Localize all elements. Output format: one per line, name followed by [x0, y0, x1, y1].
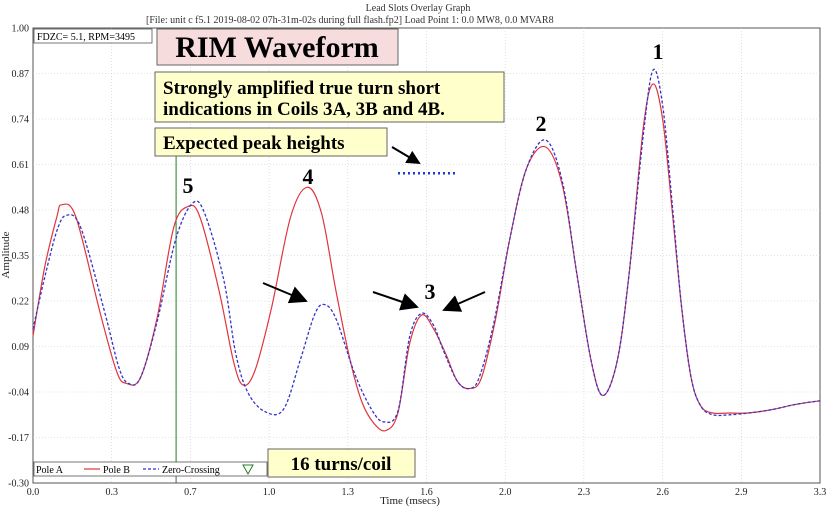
x-tick-label: 2.9: [735, 487, 748, 498]
legend-pole-a-label: Pole A: [36, 465, 64, 476]
y-tick-label: -0.30: [8, 479, 29, 490]
legend: Pole A Pole B Zero-Crossing: [33, 461, 268, 477]
y-tick-label: 1.00: [12, 24, 30, 35]
peak-label-3: 3: [425, 279, 436, 304]
x-axis-ticks: 0.0 0.3 0.7 1.0 1.3 1.6 2.0 2.3 2.6 2.9 3.3: [27, 487, 827, 498]
waveform-title: RIM Waveform: [175, 31, 379, 64]
x-tick-label: 1.0: [263, 487, 276, 498]
x-axis-label: Time (msecs): [380, 495, 440, 507]
note-line-2: indications in Coils 3A, 3B and 4B.: [163, 99, 445, 120]
expected-arrow: [391, 146, 421, 165]
peak-label-5: 5: [183, 173, 194, 198]
turns-box: [267, 448, 416, 478]
y-tick-label: 0.48: [12, 206, 30, 217]
file-info: [File: unit c f5.1 2019-08-02 07h-31m-02…: [146, 15, 554, 26]
pole-a-line: [32, 68, 821, 423]
y-tick-label: 0.35: [12, 251, 30, 262]
info-box: [33, 28, 153, 44]
arrow-peak-3-left: [372, 291, 419, 311]
y-tick-label: 0.09: [12, 342, 30, 353]
note-line-1: Strongly amplified true turn short: [163, 78, 441, 99]
x-tick-label: 3.3: [814, 487, 827, 498]
expected-box: [154, 127, 388, 157]
expected-label: Expected peak heights: [163, 133, 345, 154]
x-tick-label: 2.3: [578, 487, 591, 498]
x-tick-label: 2.0: [499, 487, 512, 498]
x-tick-label: 1.6: [420, 487, 433, 498]
note-box: [154, 71, 505, 123]
peak-label-2: 2: [536, 111, 547, 136]
turns-label: 16 turns/coil: [291, 454, 392, 475]
title-box: [156, 28, 399, 66]
arrow-peak-3-right: [442, 291, 486, 312]
x-tick-label: 1.3: [342, 487, 355, 498]
x-tick-label: 0.7: [184, 487, 197, 498]
peak-label-1: 1: [653, 39, 664, 64]
x-tick-label: 0.0: [27, 487, 40, 498]
arrow-peak-4: [262, 282, 308, 304]
y-tick-label: 0.61: [12, 160, 30, 171]
info-box-text: FDZC= 5.1, RPM=3495: [37, 32, 135, 43]
y-tick-label: 0.22: [12, 297, 30, 308]
peak-label-4: 4: [303, 164, 314, 189]
y-tick-label: -0.17: [8, 433, 29, 444]
legend-triangle-icon: [242, 464, 254, 476]
y-axis-label: Amplitude: [0, 231, 12, 278]
y-tick-label: 0.87: [12, 69, 30, 80]
legend-zero-crossing-label: Zero-Crossing: [162, 465, 220, 476]
legend-pole-b-label: Pole B: [103, 465, 130, 476]
pole-b-line: [32, 83, 821, 432]
graph-title: Lead Slots Overlay Graph: [366, 3, 471, 14]
x-tick-label: 0.3: [105, 487, 118, 498]
y-axis-ticks: 1.00 0.87 0.74 0.61 0.48 0.35 0.22 0.09 -0.04 -0.…: [8, 24, 29, 490]
y-tick-label: -0.04: [8, 388, 29, 399]
y-tick-label: 0.74: [12, 115, 30, 126]
x-tick-label: 2.6: [656, 487, 669, 498]
